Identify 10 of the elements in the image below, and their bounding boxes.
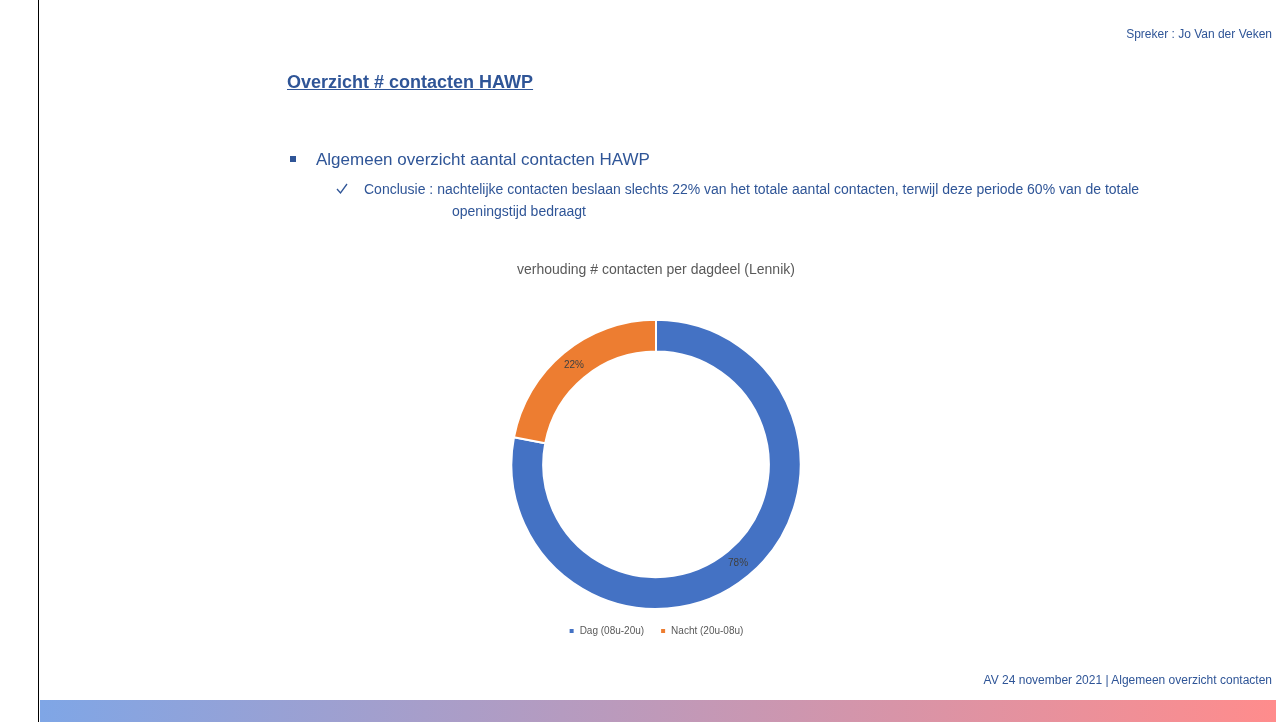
text: Spreker : Jo Van der Veken xyxy=(1126,27,1272,41)
chart-title: verhouding # contacten per dagdeel (Lennik) xyxy=(517,261,795,278)
legend-label: Nacht (20u-08u) xyxy=(671,624,744,636)
data-label: 22% xyxy=(563,358,585,370)
text: Overzicht # contacten HAWP xyxy=(287,72,534,93)
data-label: 78% xyxy=(728,557,749,569)
legend-label: Dag (08u-20u) xyxy=(579,624,645,636)
text: Algemeen overzicht aantal contacten HAWP xyxy=(316,150,650,170)
text: Conclusie : nachtelijke contacten beslaan slechts 22% van het totale aantal contacten, terwijl deze periode 60% van de totale openingstijd bedraagt xyxy=(364,180,1141,221)
text: AV 24 november 2021 | Algemeen overzicht contacten xyxy=(983,673,1272,687)
